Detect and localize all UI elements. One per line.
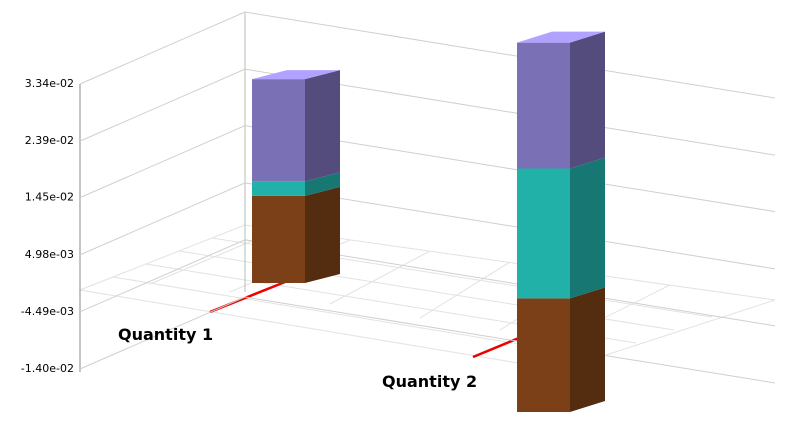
grid-line bbox=[79, 68, 776, 156]
bar-segment bbox=[252, 195, 305, 283]
bar-segment bbox=[517, 168, 570, 299]
y-tick-label: 2.39e-02 bbox=[25, 134, 74, 147]
grid-line bbox=[79, 11, 776, 99]
x-tick-label: Quantity 1 bbox=[118, 325, 213, 344]
y-tick-label: 1.45e-02 bbox=[25, 191, 74, 204]
bar-top bbox=[517, 31, 605, 43]
bar-segment bbox=[252, 181, 305, 196]
bar-side bbox=[305, 172, 340, 196]
bar-segment bbox=[252, 79, 305, 182]
bar-side bbox=[570, 287, 605, 412]
floor-grid bbox=[78, 224, 776, 371]
y-tick-label: 3.34e-02 bbox=[25, 77, 74, 90]
grid-line bbox=[79, 182, 776, 270]
y-tick-label: 4.98e-03 bbox=[25, 248, 74, 261]
bar-side bbox=[570, 31, 605, 169]
bar-segment bbox=[517, 298, 570, 412]
bar-side bbox=[305, 186, 340, 283]
bar-top bbox=[252, 70, 340, 80]
y-tick-label: -1.40e-02 bbox=[21, 362, 74, 375]
bar-side bbox=[570, 157, 605, 299]
bar-side bbox=[305, 70, 340, 182]
x-tick-label: Quantity 2 bbox=[382, 372, 477, 391]
y-tick-label: -4.49e-03 bbox=[21, 305, 74, 318]
bar-segment bbox=[517, 42, 570, 169]
